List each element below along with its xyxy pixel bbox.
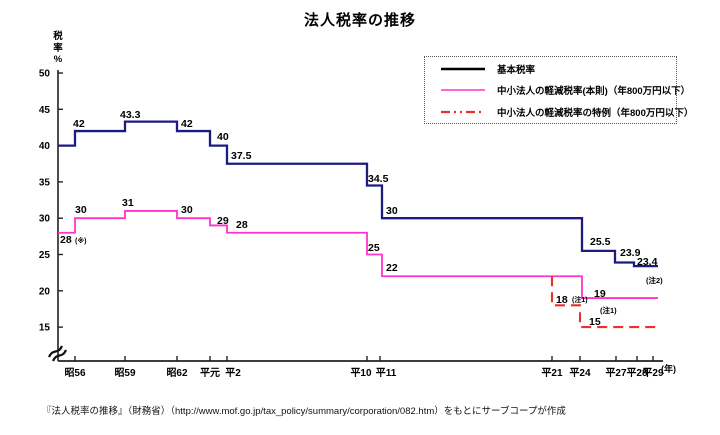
x-tick-label: 平2: [225, 367, 241, 379]
value-label: 23.4: [637, 256, 658, 268]
value-label: 23.9: [620, 247, 641, 259]
value-label: 31: [122, 197, 134, 209]
x-tick-label: 平21: [541, 367, 563, 379]
x-tick-label: 平11: [376, 367, 397, 379]
legend-line-swatch-icon: [441, 89, 485, 91]
y-tick-label: 15: [39, 323, 51, 334]
value-label: 29: [217, 215, 229, 227]
y-tick-label: 35: [39, 177, 51, 188]
y-tick-label: 45: [39, 105, 51, 116]
value-label: 22: [386, 262, 398, 274]
y-tick-label: 25: [39, 250, 51, 261]
y-tick-label: 20: [39, 286, 51, 297]
x-tick-label: 平28: [626, 367, 648, 379]
value-label: 25.5: [590, 236, 611, 248]
x-tick-label: 平元: [200, 367, 220, 379]
y-axis-unit-char: %: [53, 54, 63, 65]
legend-item: 基本税率: [425, 59, 676, 79]
value-label: 30: [386, 205, 398, 217]
value-label: 25: [368, 242, 380, 254]
series-line-2: [550, 276, 658, 329]
x-tick-label: 平29: [642, 367, 664, 379]
series-line-0: [58, 120, 658, 268]
value-label: 43.3: [120, 109, 141, 121]
x-tick-label: 昭59: [114, 367, 136, 379]
legend-item: 中小法人の軽減税率の特例（年800万円以下）: [425, 102, 693, 122]
legend-line-swatch-icon: [441, 110, 485, 113]
value-label: 30: [75, 204, 87, 216]
value-label: 28: [60, 234, 72, 246]
value-label: 42: [181, 118, 193, 130]
y-axis-unit-label: 税 率 %: [48, 31, 68, 66]
y-tick-label: 30: [39, 214, 51, 225]
axis-break-icon: [47, 345, 68, 362]
x-tick-label: 昭62: [166, 367, 188, 379]
value-label: 40: [217, 131, 229, 143]
legend-item-label: 中小法人の軽減税率の特例（年800万円以下）: [497, 107, 694, 119]
x-tick-label: 昭56: [64, 367, 86, 379]
value-label: (注1): [600, 305, 617, 315]
value-label: (注2): [646, 275, 663, 285]
x-tick-label: 平10: [350, 367, 372, 379]
legend-line-swatch-icon: [441, 67, 485, 70]
x-tick-label: 平27: [605, 367, 627, 379]
y-tick-label: 40: [39, 141, 51, 152]
legend-item: 中小法人の軽減税率(本則)（年800万円以下）: [425, 80, 690, 100]
y-axis-unit-char: 税: [53, 31, 63, 42]
value-label: 37.5: [231, 150, 252, 162]
source-attribution: 『法人税率の推移』（財務省）（http://www.mof.go.jp/tax_…: [42, 406, 566, 417]
value-label: 19: [594, 288, 606, 300]
value-label: (※): [75, 236, 86, 245]
value-label: 28: [236, 219, 248, 231]
x-axis-unit-label: (年): [661, 364, 676, 374]
legend-item-label: 中小法人の軽減税率(本則)（年800万円以下）: [497, 86, 691, 97]
x-tick-label: 平24: [569, 367, 591, 379]
y-axis-unit-char: 率: [53, 42, 63, 54]
chart-title: 法人税率の推移: [303, 12, 416, 29]
value-label: (注1): [572, 295, 588, 304]
value-label: 18: [556, 294, 568, 306]
value-label: 42: [73, 118, 85, 130]
y-tick-label: 50: [39, 69, 51, 80]
legend-box: 基本税率中小法人の軽減税率(本則)（年800万円以下） 中小法人の軽減税率の特例（…: [424, 56, 693, 124]
value-label: 30: [181, 204, 193, 216]
value-label: 34.5: [368, 173, 389, 185]
value-label: 15: [589, 316, 601, 328]
legend-item-label: 基本税率: [497, 64, 536, 76]
series-line-1: [58, 210, 658, 299]
